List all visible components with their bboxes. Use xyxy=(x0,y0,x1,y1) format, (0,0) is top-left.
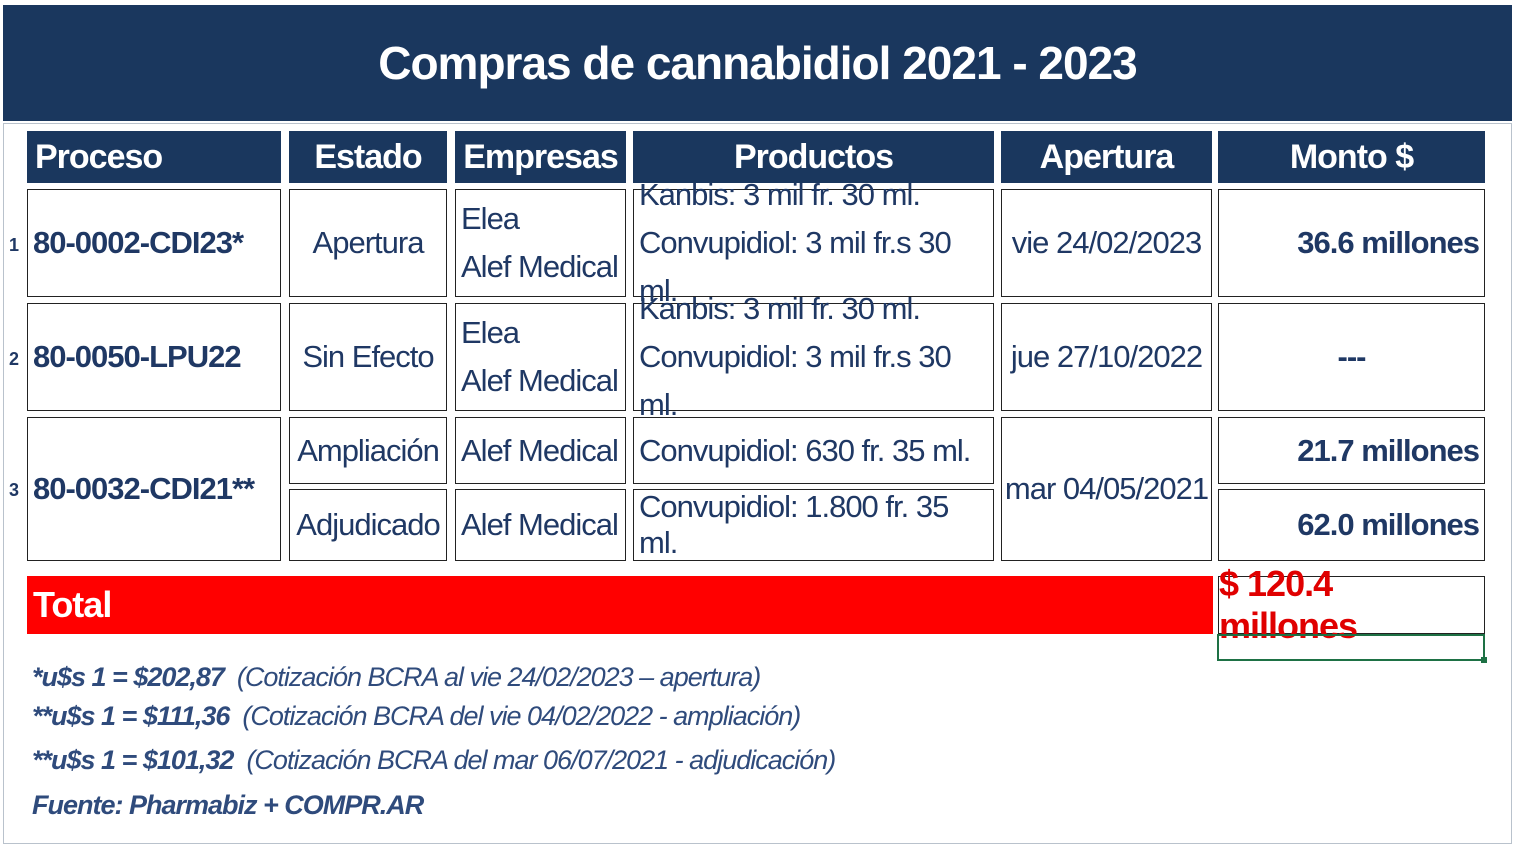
estado-cell: Apertura xyxy=(289,189,447,297)
header-estado: Estado xyxy=(289,131,447,183)
productos-cell: Convupidiol: 1.800 fr. 35 ml. xyxy=(633,489,994,561)
monto-cell: 62.0 millones xyxy=(1218,489,1485,561)
monto-cell: 36.6 millones xyxy=(1218,189,1485,297)
row-number: 2 xyxy=(9,349,20,369)
selected-cell[interactable] xyxy=(1217,634,1485,661)
apertura-cell: vie 24/02/2023 xyxy=(1001,189,1212,297)
footnote: *u$s 1 = $202,87 (Cotización BCRA al vie… xyxy=(32,662,761,693)
productos-cell: Kanbis: 3 mil fr. 30 ml. Convupidiol: 3 … xyxy=(633,177,994,308)
empresas-cell: Elea Alef Medical xyxy=(455,189,626,297)
row-number: 1 xyxy=(9,235,20,255)
apertura-cell: mar 04/05/2021 xyxy=(1001,417,1212,561)
total-label: Total xyxy=(27,576,1213,634)
estado-cell: Sin Efecto xyxy=(289,303,447,411)
producto-line: Kanbis: 3 mil fr. 30 ml. xyxy=(639,291,921,326)
footnote-detail: (Cotización BCRA al vie 24/02/2023 – ape… xyxy=(223,662,761,692)
empresa-line: Elea xyxy=(461,201,520,236)
empresa-line: Alef Medical xyxy=(461,363,619,398)
footnote-rate: **u$s 1 = $111,36 xyxy=(32,701,230,731)
productos-cell: Kanbis: 3 mil fr. 30 ml. Convupidiol: 3 … xyxy=(633,291,994,422)
empresa-line: Alef Medical xyxy=(461,249,619,284)
footnote-detail: (Cotización BCRA del mar 06/07/2021 - ad… xyxy=(233,745,836,775)
row-number: 3 xyxy=(9,480,20,500)
empresas-cell: Elea Alef Medical xyxy=(455,303,626,411)
empresas-cell: Alef Medical xyxy=(455,489,626,561)
header-productos: Productos xyxy=(633,131,994,183)
total-value: $ 120.4 millones xyxy=(1218,563,1485,646)
header-empresas: Empresas xyxy=(455,131,626,183)
header-monto: Monto $ xyxy=(1218,131,1485,183)
header-apertura: Apertura xyxy=(1001,131,1212,183)
source-note: Fuente: Pharmabiz + COMPR.AR xyxy=(32,790,424,820)
estado-cell: Ampliación xyxy=(289,417,447,484)
apertura-cell: jue 27/10/2022 xyxy=(1001,303,1212,411)
estado-cell: Adjudicado xyxy=(289,489,447,561)
proceso-cell: 80-0032-CDI21** xyxy=(27,417,281,561)
page-title: Compras de cannabidiol 2021 - 2023 xyxy=(3,5,1512,121)
footnote-rate: *u$s 1 = $202,87 xyxy=(32,662,225,692)
empresa-line: Elea xyxy=(461,315,520,350)
footnote-rate: **u$s 1 = $101,32 xyxy=(32,745,234,775)
footnote-detail: (Cotización BCRA del vie 04/02/2022 - am… xyxy=(229,701,801,731)
producto-line: Convupidiol: 3 mil fr.s 30 ml. xyxy=(639,339,952,422)
fill-handle[interactable] xyxy=(1481,657,1487,663)
proceso-cell: 80-0050-LPU22 xyxy=(27,303,281,411)
producto-line: Convupidiol: 3 mil fr.s 30 ml. xyxy=(639,225,952,308)
footnote: **u$s 1 = $101,32 (Cotización BCRA del m… xyxy=(32,745,836,776)
monto-cell: 21.7 millones xyxy=(1218,417,1485,484)
productos-cell: Convupidiol: 630 fr. 35 ml. xyxy=(633,417,994,484)
footnote: **u$s 1 = $111,36 (Cotización BCRA del v… xyxy=(32,701,801,732)
table-frame xyxy=(3,123,1512,844)
producto-line: Kanbis: 3 mil fr. 30 ml. xyxy=(639,177,921,212)
monto-cell: --- xyxy=(1218,303,1485,411)
empresas-cell: Alef Medical xyxy=(455,417,626,484)
header-proceso: Proceso xyxy=(27,131,281,183)
proceso-cell: 80-0002-CDI23* xyxy=(27,189,281,297)
